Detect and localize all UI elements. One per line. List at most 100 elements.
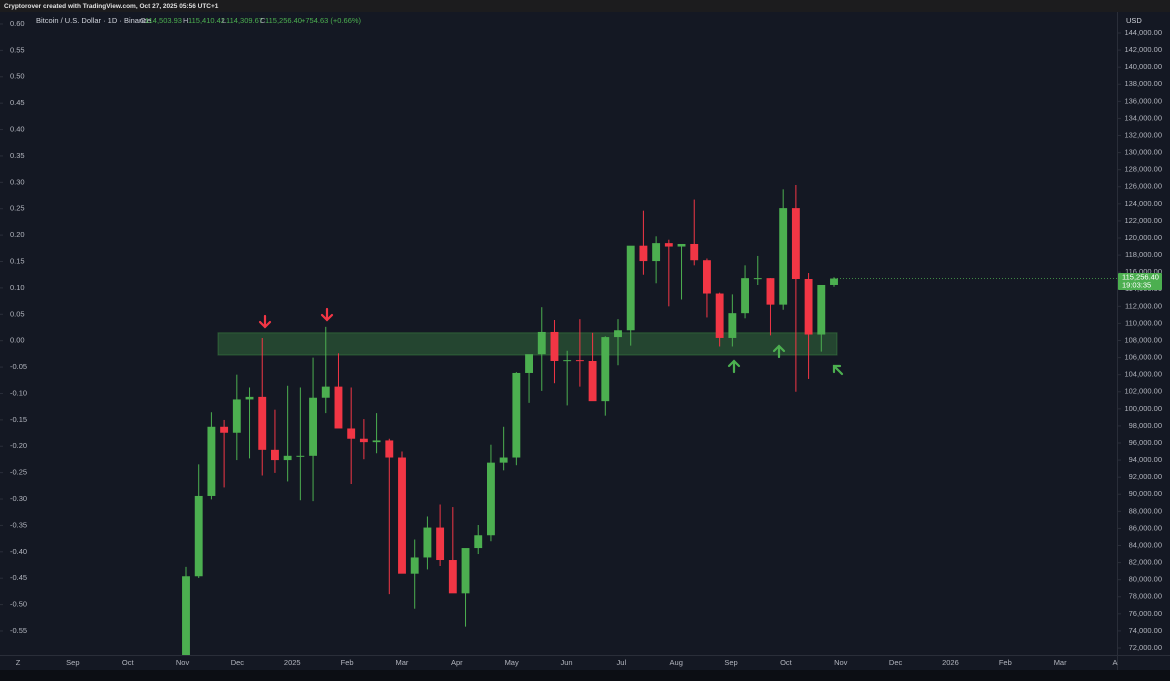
y2-tick-label: -0.40 [10, 547, 27, 556]
y2-tick-label: 0.30 [10, 177, 25, 186]
y-tick-label: 98,000.00 [1129, 421, 1162, 430]
arrow-down [258, 314, 272, 329]
candle-body [652, 243, 661, 262]
last-price-label: 115,256.40 [1122, 273, 1159, 282]
y-tick-label: 140,000.00 [1124, 62, 1162, 71]
y-tick-label: 136,000.00 [1124, 96, 1162, 105]
candle-body [448, 560, 457, 594]
candle-body [423, 527, 432, 558]
candle-body [232, 399, 241, 433]
x-tick-label: Feb [999, 658, 1012, 667]
y-tick-label: 106,000.00 [1124, 353, 1162, 362]
x-tick-label: Jun [560, 658, 572, 667]
candle-body [334, 386, 343, 429]
y-tick-label: 96,000.00 [1129, 438, 1162, 447]
y-tick-label: 138,000.00 [1124, 79, 1162, 88]
candle-body [817, 284, 826, 335]
y2-tick-label: -0.20 [10, 441, 27, 450]
x-tick-label: Apr [451, 658, 463, 667]
y-tick-label: 128,000.00 [1124, 165, 1162, 174]
y-tick-label: 80,000.00 [1129, 575, 1162, 584]
ohlc-legend: O 114,503.93 H 115,410.42L 114,309.67C 115,25… [140, 16, 362, 25]
arrow-up-left [832, 364, 844, 376]
x-tick-label: Oct [780, 658, 793, 667]
x-tick-label: A [1112, 658, 1117, 667]
currency: USD [1126, 16, 1142, 25]
y2-tick-label: -0.55 [10, 626, 27, 635]
y-tick-label: 104,000.00 [1124, 370, 1162, 379]
candle-body [220, 426, 229, 433]
candle-body [804, 279, 813, 335]
y-tick-label: 90,000.00 [1129, 489, 1162, 498]
candle-body [779, 208, 788, 305]
candle-body [575, 360, 584, 362]
candle-body [321, 386, 330, 398]
bottom-strip [0, 670, 1170, 681]
candle-body [271, 449, 279, 461]
candle-body [499, 457, 508, 463]
y-tick-label: 82,000.00 [1129, 558, 1162, 567]
candle-body [753, 278, 762, 280]
y-tick-label: 118,000.00 [1125, 250, 1162, 259]
y2-tick-label: 0.55 [10, 45, 25, 54]
y2-tick-label: 0.50 [10, 72, 25, 81]
candle-body [347, 428, 356, 439]
candle-body [512, 372, 521, 458]
y2-tick-label: 0.45 [10, 98, 25, 107]
y-tick-label: 76,000.00 [1129, 609, 1162, 618]
y-tick-label: 116,000.00 [1125, 267, 1162, 276]
candle-body [296, 455, 305, 457]
y-tick-label: 144,000.00 [1124, 28, 1162, 37]
red-arrows [258, 307, 334, 329]
legend-close: 115,256.40 [265, 16, 302, 25]
y2-tick-label: 0.60 [10, 19, 25, 28]
candle-body [664, 243, 673, 247]
x-tick-label: 2026 [942, 658, 959, 667]
x-tick-label: May [505, 658, 519, 667]
green-arrows [727, 344, 844, 376]
y2-tick-label: -0.10 [10, 388, 27, 397]
x-tick-label: 2025 [284, 658, 301, 667]
candle-body [258, 396, 267, 450]
y-tick-label: 88,000.00 [1129, 506, 1162, 515]
candle-body [588, 361, 597, 402]
y-tick-label: 110,000.00 [1125, 318, 1162, 327]
y2-tick-label: 0.35 [10, 151, 25, 160]
plot-area [182, 185, 838, 655]
y-tick-label: 84,000.00 [1129, 540, 1162, 549]
y2-tick-label: 0.15 [10, 256, 25, 265]
y-tick-label: 132,000.00 [1124, 130, 1162, 139]
candle-body [182, 576, 190, 655]
legend-o-label: O [140, 16, 146, 25]
candle-body [626, 245, 635, 331]
candle-body [741, 278, 749, 314]
y-tick-label: 100,000.00 [1124, 404, 1162, 413]
candle-body [461, 548, 470, 594]
candle-body [677, 243, 686, 247]
candle-body [309, 397, 317, 456]
x-tick-label: Oct [122, 658, 135, 667]
y-tick-label: 92,000.00 [1129, 472, 1162, 481]
x-tick-label: Dec [889, 658, 903, 667]
x-tick-label: Sep [66, 658, 79, 667]
candle-body [525, 354, 533, 373]
y-tick-label: 94,000.00 [1129, 455, 1162, 464]
y-tick-label: 142,000.00 [1124, 45, 1162, 54]
candle-body [487, 462, 495, 536]
credit: Cryptorover created with TradingView.com… [4, 3, 219, 10]
y-tick-label: 86,000.00 [1129, 523, 1162, 532]
candle-body [728, 313, 737, 338]
top-bar [0, 0, 1170, 12]
legend-h-label: H [183, 16, 188, 25]
x-tick-label: Mar [395, 658, 408, 667]
x-tick-label: Sep [724, 658, 737, 667]
y-tick-label: 126,000.00 [1124, 182, 1162, 191]
candle-body [385, 440, 394, 458]
candle-body [410, 557, 419, 574]
arrow-down [320, 307, 334, 322]
candle-body [690, 243, 699, 261]
y2-tick-label: -0.50 [10, 600, 27, 609]
x-tick-label: Mar [1054, 658, 1067, 667]
candle-body [791, 208, 800, 280]
